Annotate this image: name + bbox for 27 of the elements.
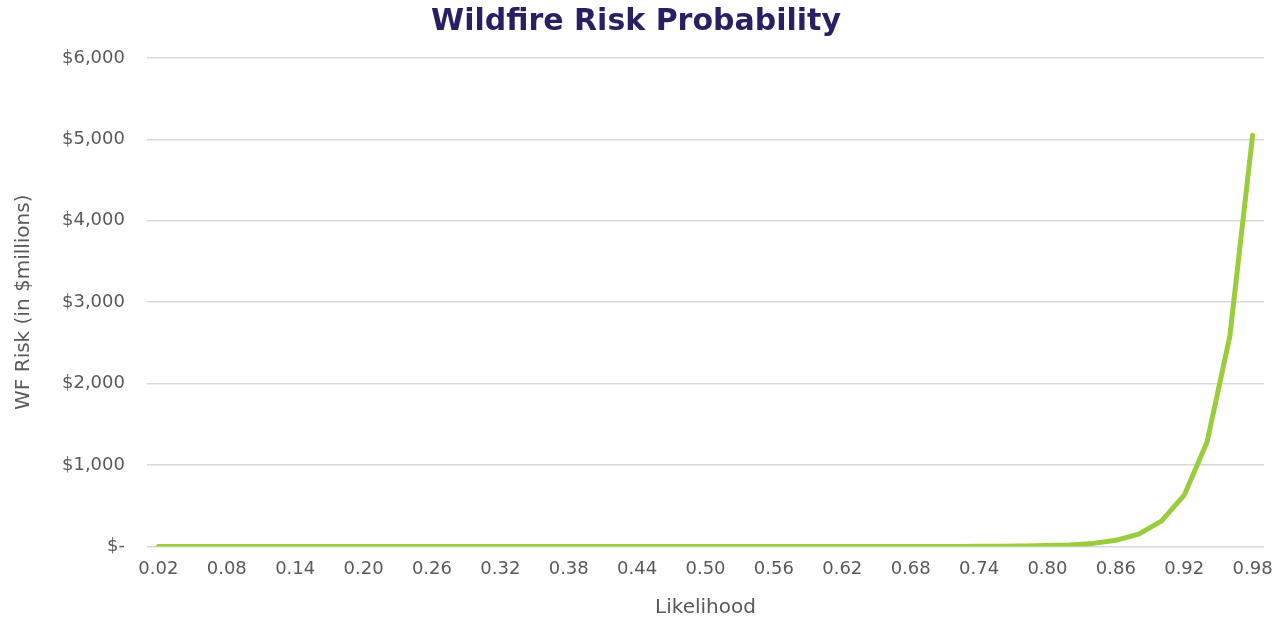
x-tick-label: 0.14 — [275, 556, 316, 578]
x-tick-label: 0.44 — [617, 556, 658, 578]
x-tick-label: 0.02 — [138, 556, 179, 578]
x-tick-label: 0.98 — [1232, 556, 1273, 578]
y-axis-title: WF Risk (in $millions) — [10, 194, 35, 410]
x-tick-label: 0.86 — [1095, 556, 1136, 578]
x-tick-label: 0.92 — [1164, 556, 1205, 578]
x-tick-label: 0.08 — [206, 556, 247, 578]
x-tick-label: 0.20 — [343, 556, 384, 578]
y-tick-label: $2,000 — [62, 371, 125, 393]
x-tick-label: 0.62 — [822, 556, 863, 578]
chart-title: Wildfire Risk Probability — [431, 1, 842, 37]
y-tick-label: $1,000 — [62, 452, 125, 474]
y-tick-label: $4,000 — [62, 208, 125, 230]
y-tick-label: $3,000 — [62, 289, 125, 311]
x-tick-label: 0.74 — [959, 556, 1000, 578]
y-tick-label: $- — [107, 534, 125, 556]
x-tick-label: 0.26 — [411, 556, 452, 578]
y-tick-label: $6,000 — [62, 45, 125, 67]
x-tick-label: 0.56 — [753, 556, 794, 578]
x-axis-title: Likelihood — [655, 594, 756, 619]
x-tick-label: 0.32 — [480, 556, 521, 578]
x-tick-label: 0.68 — [890, 556, 931, 578]
y-tick-label: $5,000 — [62, 127, 125, 149]
x-tick-label: 0.38 — [548, 556, 589, 578]
x-tick-label: 0.50 — [685, 556, 726, 578]
x-tick-label: 0.80 — [1027, 556, 1068, 578]
